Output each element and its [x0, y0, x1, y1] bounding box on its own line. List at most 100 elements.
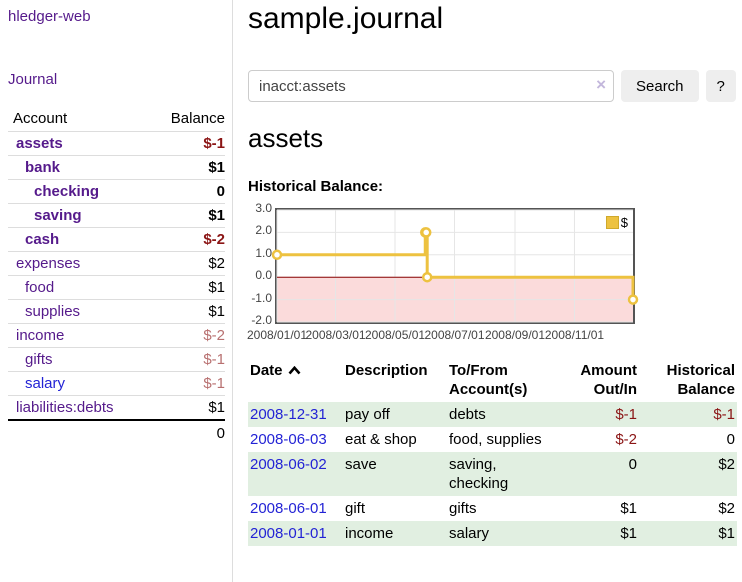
- legend-swatch-icon: [605, 216, 619, 229]
- register-row: 2008-06-02 save saving, checking 0 $2: [248, 452, 737, 496]
- register-row: 2008-06-01 gift gifts $1 $2: [248, 496, 737, 521]
- y-axis-tick-label: 3.0: [255, 201, 272, 215]
- register-rows: 2008-12-31 pay off debts $-1 $-1 2008-06-03 ea…: [248, 402, 737, 546]
- account-link-bank[interactable]: bank: [25, 159, 61, 176]
- account-heading: assets: [248, 123, 324, 153]
- x-axis-tick-label: 2008/05/01: [364, 328, 426, 342]
- account-balance: $2: [151, 251, 225, 276]
- transaction-balance: $1: [718, 525, 735, 542]
- account-balance: $1: [151, 203, 225, 228]
- transaction-amount: $-1: [615, 406, 637, 423]
- transaction-amount: $1: [620, 500, 637, 517]
- account-column-header: Account: [13, 110, 68, 127]
- account-balance: $-1: [151, 371, 225, 396]
- balance-column-header-register: Historical Balance: [666, 362, 735, 398]
- account-link-expenses[interactable]: expenses: [16, 255, 81, 272]
- account-balance: $1: [151, 275, 225, 300]
- transaction-amount: $-2: [615, 431, 637, 448]
- search-button[interactable]: Search: [621, 70, 699, 102]
- transaction-balance: 0: [726, 431, 735, 448]
- x-axis-tick-label: 2008/01/01: [246, 328, 308, 342]
- account-row: gifts $-1: [8, 347, 225, 372]
- sidebar-journal-link[interactable]: Journal: [8, 71, 58, 88]
- transaction-date-link[interactable]: 2008-06-02: [250, 456, 327, 473]
- transaction-accounts: debts: [449, 406, 486, 423]
- register-table: Date Description To/From Account(s) Amou…: [248, 358, 737, 546]
- x-axis-tick-label: 2008/11/01: [544, 328, 605, 342]
- chart-plot-area: $: [271, 208, 639, 324]
- transaction-balance: $-1: [713, 406, 735, 423]
- sidebar: hledger-web Journal Account Balance asse…: [0, 0, 233, 582]
- clear-search-icon[interactable]: ×: [596, 75, 606, 94]
- account-link-income[interactable]: income: [16, 327, 65, 344]
- register-header-row: Date Description To/From Account(s) Amou…: [248, 358, 737, 402]
- register-row: 2008-01-01 income salary $1 $1: [248, 521, 737, 546]
- transaction-balance: $2: [718, 456, 735, 473]
- transaction-accounts: saving, checking: [449, 456, 509, 492]
- y-axis-tick-label: -1.0: [251, 290, 272, 305]
- account-balance: $1: [151, 395, 225, 420]
- chart-canvas: [271, 209, 639, 323]
- account-balance: $-2: [151, 227, 225, 252]
- app-title-link[interactable]: hledger-web: [8, 8, 91, 25]
- transaction-description: save: [345, 456, 377, 473]
- account-link-salary[interactable]: salary: [25, 375, 66, 392]
- y-axis-tick-label: 0.0: [255, 268, 272, 283]
- historical-balance-chart: $ 3.0 2.0 1.0 0.0 -1.0 -2.0 2008/01/01 2008/03/…: [242, 201, 642, 344]
- total-row: 0: [8, 419, 225, 446]
- transaction-accounts: gifts: [449, 500, 477, 517]
- account-link-gifts[interactable]: gifts: [25, 351, 53, 368]
- account-row: cash $-2: [8, 227, 225, 252]
- accounts-column-header: To/From Account(s): [449, 362, 528, 398]
- account-balance: $-1: [151, 347, 225, 372]
- account-link-cash[interactable]: cash: [25, 231, 60, 248]
- y-axis-tick-label: 1.0: [255, 245, 272, 260]
- date-column-header[interactable]: Date: [248, 358, 343, 402]
- y-axis-tick-label: 2.0: [255, 223, 272, 238]
- page-title: sample.journal: [248, 2, 444, 35]
- search-bar: × Search ?: [248, 70, 737, 102]
- help-button[interactable]: ?: [705, 70, 736, 102]
- balance-column-header: Balance: [170, 110, 225, 127]
- account-table-header-row: Account Balance: [8, 106, 225, 132]
- account-link-checking[interactable]: checking: [34, 183, 100, 200]
- transaction-description: eat & shop: [345, 431, 417, 448]
- account-link-assets[interactable]: assets: [16, 135, 63, 152]
- account-row: checking 0: [8, 179, 225, 204]
- transaction-date-link[interactable]: 2008-06-01: [250, 500, 327, 517]
- description-column-header: Description: [345, 362, 428, 379]
- account-rows: assets $-1 bank $1 checking 0 saving $1 cash $-2 e…: [8, 131, 225, 420]
- transaction-accounts: salary: [449, 525, 490, 542]
- x-axis-tick-label: 2008/09/01: [484, 328, 545, 342]
- chart-legend: $: [605, 215, 628, 230]
- account-balance: $-1: [151, 131, 225, 156]
- sort-ascending-icon: [288, 366, 300, 375]
- account-balance: $1: [151, 299, 225, 324]
- transaction-amount: 0: [628, 456, 637, 473]
- search-input[interactable]: [248, 70, 614, 102]
- total-balance: 0: [151, 419, 225, 446]
- transaction-description: income: [345, 525, 394, 542]
- legend-label: $: [620, 215, 628, 230]
- main-content: sample.journal × Search ? assets Histori…: [247, 0, 737, 582]
- search-field-wrap: ×: [248, 70, 614, 102]
- account-row: expenses $2: [8, 251, 225, 276]
- account-link-food[interactable]: food: [25, 279, 55, 296]
- account-row: income $-2: [8, 323, 225, 348]
- account-balance: $-2: [151, 323, 225, 348]
- account-link-saving[interactable]: saving: [34, 207, 82, 224]
- register-row: 2008-06-03 eat & shop food, supplies $-2 0: [248, 427, 737, 452]
- account-row: liabilities:debts $1: [8, 395, 225, 420]
- account-link-supplies[interactable]: supplies: [25, 303, 81, 320]
- transaction-description: pay off: [345, 406, 390, 423]
- transaction-date-link[interactable]: 2008-01-01: [250, 525, 327, 542]
- transaction-date-link[interactable]: 2008-12-31: [250, 406, 327, 423]
- transaction-date-link[interactable]: 2008-06-03: [250, 431, 327, 448]
- account-row: salary $-1: [8, 371, 225, 396]
- x-axis-tick-label: 2008/07/01: [424, 328, 485, 342]
- account-balance: $1: [151, 155, 225, 180]
- account-link-liabilities-debts[interactable]: liabilities:debts: [16, 399, 114, 416]
- y-axis-tick-label: -2.0: [251, 313, 272, 327]
- account-balance-table: Account Balance assets $-1 bank $1 checking 0…: [8, 106, 225, 446]
